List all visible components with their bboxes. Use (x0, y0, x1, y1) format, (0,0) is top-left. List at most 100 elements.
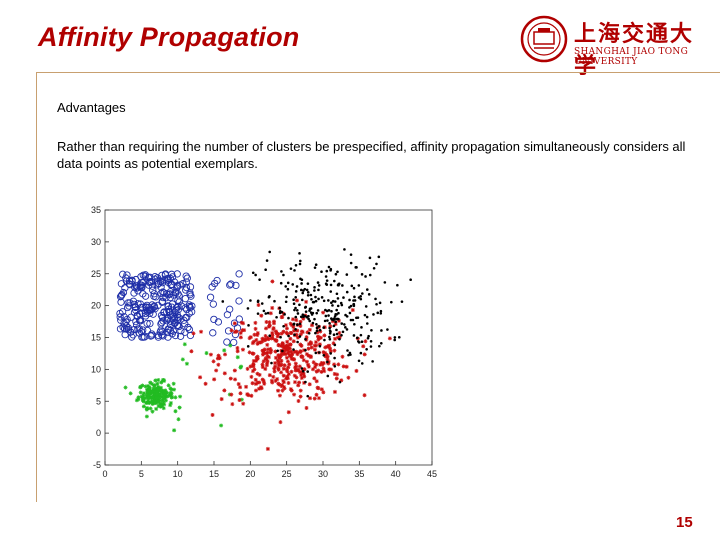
data-point (309, 341, 314, 346)
data-point (315, 326, 319, 330)
data-point (142, 391, 147, 396)
data-point (182, 283, 191, 292)
data-point (136, 397, 141, 402)
data-point (319, 387, 324, 392)
data-point (275, 358, 280, 363)
data-point (315, 329, 319, 333)
data-point (175, 298, 183, 306)
data-point (282, 324, 285, 328)
y-tick-label: 5 (96, 396, 101, 406)
data-point (365, 315, 369, 319)
data-point (330, 317, 333, 320)
data-point (279, 335, 282, 339)
data-point (273, 364, 278, 369)
data-point (314, 263, 318, 267)
data-point (285, 339, 290, 344)
data-point (297, 364, 302, 369)
data-point (128, 276, 136, 284)
data-point (302, 380, 307, 385)
data-point (304, 310, 308, 313)
data-point (290, 317, 295, 322)
data-point (300, 330, 305, 335)
data-point (150, 395, 155, 400)
data-point (308, 319, 312, 323)
data-point (309, 293, 313, 297)
data-point (409, 278, 412, 282)
data-point (303, 287, 307, 291)
data-point (264, 320, 269, 325)
data-point (308, 396, 313, 401)
data-point (232, 368, 237, 373)
data-point (267, 373, 272, 378)
data-point (294, 375, 299, 380)
data-point (158, 318, 166, 327)
data-point (169, 391, 174, 396)
data-point (328, 349, 333, 354)
data-point (143, 326, 152, 335)
data-point (247, 336, 252, 341)
data-point (116, 309, 124, 318)
data-point (364, 305, 368, 308)
data-point (360, 273, 364, 276)
data-point (372, 313, 375, 316)
data-point (279, 281, 283, 285)
data-point (161, 271, 169, 279)
data-point (344, 364, 349, 369)
y-tick-label: 0 (96, 428, 101, 438)
data-point (304, 348, 307, 352)
data-point (316, 281, 320, 284)
data-point (347, 353, 350, 357)
data-point (330, 319, 335, 324)
data-point (313, 266, 317, 269)
data-point (294, 295, 297, 299)
data-point (303, 306, 307, 309)
data-point (333, 364, 337, 368)
data-point (131, 303, 139, 311)
data-point (279, 370, 284, 375)
data-point (332, 389, 337, 394)
data-point (141, 292, 150, 300)
data-point (304, 359, 309, 364)
data-point (228, 343, 233, 348)
data-point (310, 297, 313, 301)
data-point (239, 320, 244, 325)
data-point (307, 327, 312, 332)
x-tick-label: 25 (282, 469, 292, 479)
data-point (270, 279, 275, 284)
data-point (318, 329, 323, 334)
data-point (273, 355, 278, 360)
data-point (204, 351, 209, 356)
data-point (254, 355, 259, 360)
data-point (182, 278, 190, 286)
data-point (266, 324, 271, 329)
data-point (270, 331, 275, 336)
data-point (298, 303, 301, 307)
data-point (271, 319, 276, 324)
data-point (323, 338, 326, 342)
data-point (213, 276, 221, 285)
data-point (144, 407, 149, 412)
data-point (279, 384, 284, 389)
data-point (260, 339, 265, 344)
data-point (319, 361, 324, 366)
data-point (262, 309, 266, 313)
data-point (228, 376, 233, 381)
data-point (300, 282, 303, 285)
data-point (270, 333, 275, 338)
data-point (289, 356, 294, 361)
data-point (279, 358, 284, 363)
data-point (287, 342, 292, 347)
data-point (151, 386, 156, 391)
data-point (258, 278, 261, 281)
data-point (236, 382, 241, 387)
data-point (333, 315, 337, 318)
data-point (283, 344, 288, 349)
data-point (359, 333, 363, 337)
data-point (312, 347, 317, 352)
data-point (332, 333, 336, 336)
data-point (298, 319, 303, 324)
data-point (173, 409, 178, 414)
data-point (267, 320, 272, 325)
data-point (314, 362, 319, 367)
data-point (365, 288, 369, 291)
